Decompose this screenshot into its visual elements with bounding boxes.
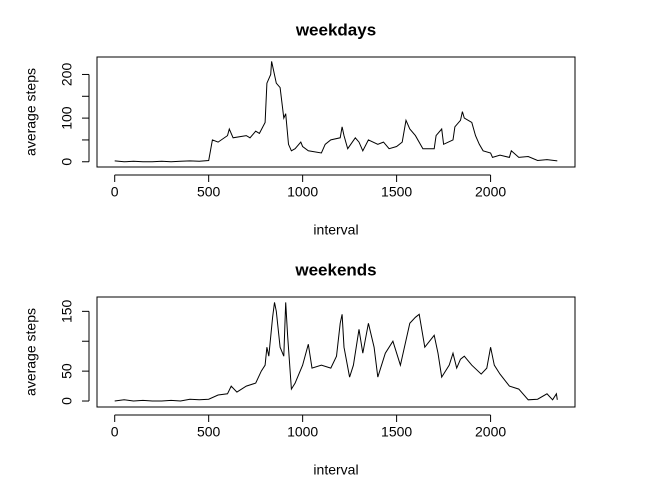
y-tick-label: 100 [59,106,75,130]
chart-title: weekends [294,260,376,279]
y-tick-label: 200 [59,63,75,87]
data-line [114,61,558,163]
y-tick-label: 0 [59,158,75,166]
x-tick-label: 500 [197,184,221,200]
plot-box [96,296,576,408]
y-tick-label: 50 [59,363,75,379]
x-tick-label: 0 [111,184,119,200]
x-tick-label: 500 [197,424,221,440]
x-tick-label: 0 [111,424,119,440]
x-tick-label: 1000 [287,184,318,200]
data-line [114,302,558,402]
y-tick-label: 150 [59,299,75,323]
x-tick-label: 2000 [475,184,506,200]
plot-box [96,56,576,168]
chart-title: weekdays [295,20,376,39]
y-tick-label: 0 [59,397,75,405]
y-axis-label: average steps [23,308,39,396]
x-tick-label: 1500 [381,424,412,440]
x-tick-label: 1000 [287,424,318,440]
x-tick-label: 1500 [381,184,412,200]
x-axis-label: interval [313,462,358,478]
y-axis-label: average steps [23,68,39,156]
x-axis-label: interval [313,222,358,238]
x-tick-label: 2000 [475,424,506,440]
